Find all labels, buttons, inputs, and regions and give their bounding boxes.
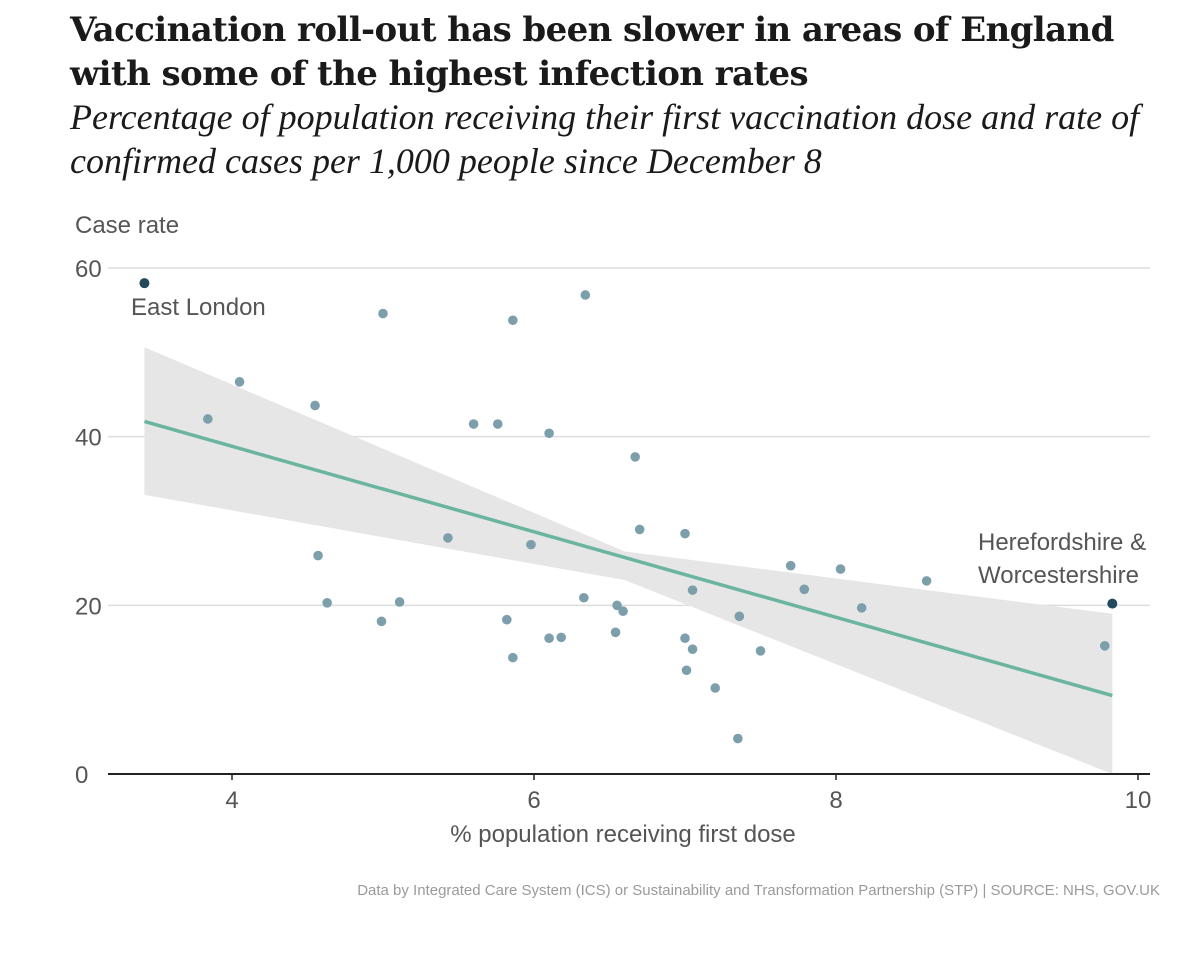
data-point — [630, 452, 640, 462]
data-point — [612, 600, 622, 611]
data-point — [492, 419, 503, 429]
data-point — [544, 428, 554, 439]
data-point — [394, 597, 405, 607]
source-footnote: Data by Integrated Care System (ICS) or … — [357, 882, 1160, 899]
y-tick-label: 40 — [75, 425, 102, 452]
label-herefordshire-line-2: Worcestershire — [978, 562, 1139, 589]
highlighted-point — [139, 278, 150, 289]
data-point — [734, 611, 745, 622]
data-point — [502, 614, 512, 625]
data-point — [618, 606, 628, 617]
x-tick-label: 10 — [1125, 787, 1152, 814]
data-point — [234, 377, 245, 387]
data-point — [799, 584, 810, 595]
data-point — [835, 564, 846, 574]
data-point — [710, 683, 720, 693]
data-point — [579, 592, 589, 603]
data-point — [313, 550, 323, 561]
data-point — [322, 598, 332, 608]
data-point — [921, 576, 932, 586]
data-point — [680, 528, 690, 539]
x-tick-label: 6 — [527, 787, 540, 814]
data-point — [310, 400, 320, 411]
data-point — [755, 646, 766, 656]
data-point — [544, 633, 554, 644]
data-point — [681, 665, 692, 676]
data-point — [443, 533, 453, 543]
data-point — [203, 414, 213, 424]
data-point — [508, 315, 518, 326]
data-point — [733, 733, 743, 744]
x-tick-label: 4 — [225, 787, 238, 814]
x-tick-label: 8 — [829, 787, 842, 814]
data-point — [580, 290, 591, 300]
label-east-london: East London — [131, 294, 266, 321]
data-point — [378, 308, 388, 319]
chart-title: Vaccination roll-out has been slower in … — [70, 10, 1114, 94]
highlighted-point — [1107, 598, 1118, 609]
y-tick-label: 20 — [75, 593, 102, 620]
data-point — [680, 633, 690, 644]
data-point — [556, 632, 566, 643]
data-point — [1099, 641, 1110, 651]
data-point — [376, 616, 387, 627]
trend-line — [143, 419, 1113, 698]
y-tick-label: 60 — [75, 256, 102, 283]
data-point — [856, 603, 867, 613]
data-point — [634, 524, 645, 535]
data-point — [687, 644, 698, 654]
data-point — [468, 419, 479, 429]
x-axis-title: % population receiving first dose — [450, 821, 796, 848]
data-point — [508, 652, 518, 663]
label-herefordshire-line-1: Herefordshire & — [978, 529, 1146, 556]
y-tick-label: 0 — [75, 762, 88, 789]
data-point — [687, 585, 698, 595]
confidence-band — [144, 347, 1113, 774]
data-point — [610, 627, 621, 638]
y-axis-title: Case rate — [75, 212, 179, 239]
chart-subtitle: Percentage of population receiving their… — [70, 97, 1140, 181]
data-point — [526, 539, 536, 550]
data-point — [785, 560, 796, 571]
